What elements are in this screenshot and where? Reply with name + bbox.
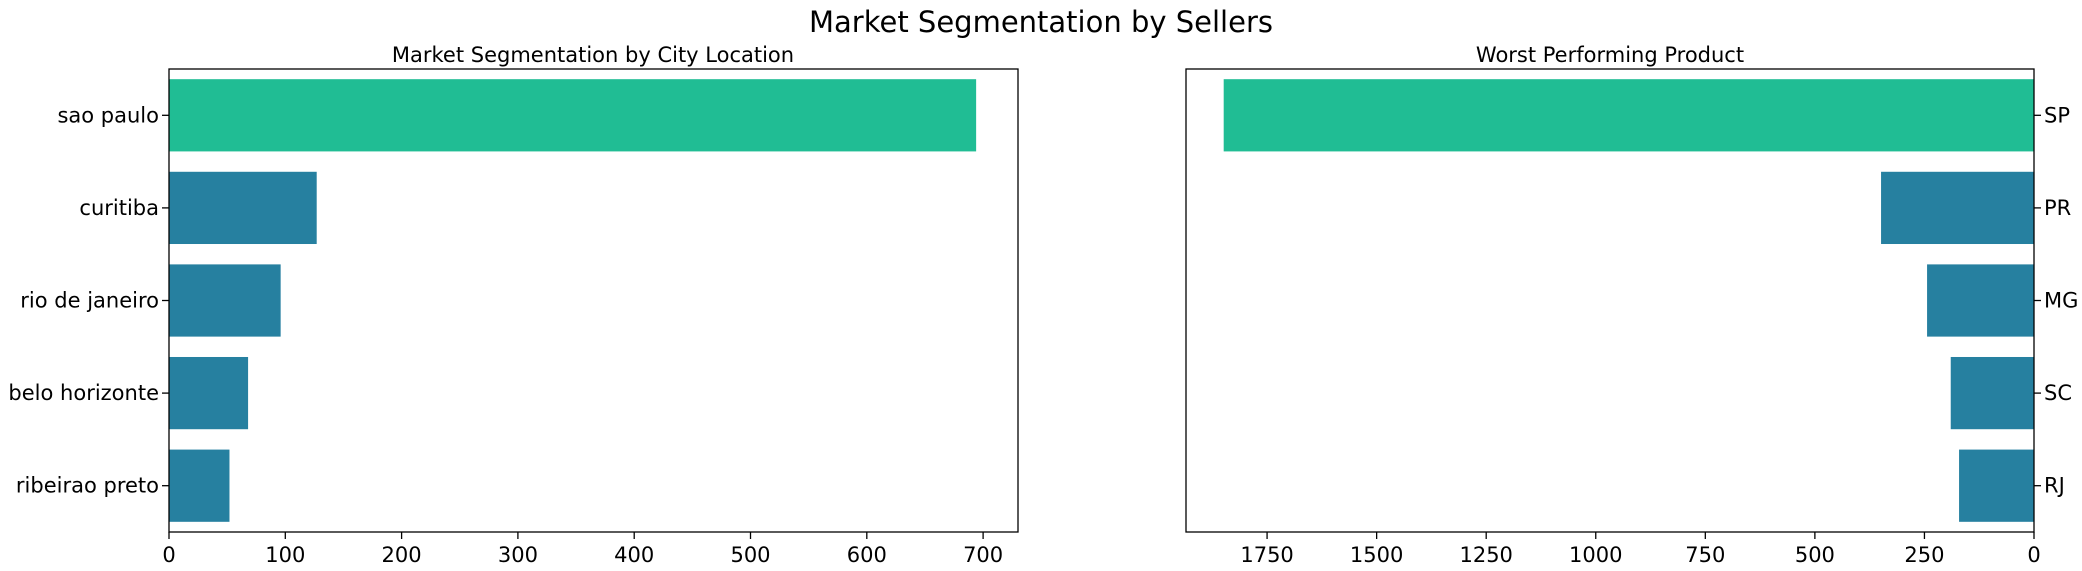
right-bar-3 xyxy=(1950,356,2034,430)
left-x-tick-label-4: 400 xyxy=(614,543,654,567)
left-y-tick-label-0: sao paulo xyxy=(57,103,159,127)
left-bar-1 xyxy=(169,171,317,245)
right-y-tick-label-4: RJ xyxy=(2044,474,2065,498)
left-y-tick-label-4: ribeirao preto xyxy=(16,474,159,498)
left-bar-0 xyxy=(169,79,977,152)
right-x-tick-label-3: 1000 xyxy=(1569,543,1622,567)
left-bar-4 xyxy=(169,449,230,522)
left-chart: Market Segmentation by City Location 0 10… xyxy=(8,43,1019,567)
left-x-tick-label-5: 500 xyxy=(730,543,770,567)
right-x-tick-label-7: 0 xyxy=(2027,543,2040,567)
left-x-tick-label-1: 100 xyxy=(265,543,305,567)
right-chart-title: Worst Performing Product xyxy=(1476,43,1744,67)
left-y-tick-label-2: rio de janeiro xyxy=(20,289,159,313)
right-x-tick-label-2: 1250 xyxy=(1459,543,1512,567)
right-x-tick-label-5: 500 xyxy=(1795,543,1835,567)
right-y-tick-label-2: MG xyxy=(2044,289,2078,313)
left-x-tick-label-6: 600 xyxy=(847,543,887,567)
right-bar-2 xyxy=(1927,264,2034,337)
right-chart-bars xyxy=(1223,79,2034,522)
left-chart-bars xyxy=(169,79,977,522)
left-y-tick-label-3: belo horizonte xyxy=(8,381,159,405)
right-x-tick-label-0: 1750 xyxy=(1240,543,1293,567)
right-chart: Worst Performing Product 1750 1500 1250 100… xyxy=(1185,43,2078,567)
right-y-tick-label-3: SC xyxy=(2044,381,2072,405)
right-x-axis: 1750 1500 1250 1000 750 500 250 0 xyxy=(1240,532,2041,567)
left-x-tick-label-7: 700 xyxy=(963,543,1003,567)
right-x-tick-label-4: 750 xyxy=(1685,543,1725,567)
left-y-tick-label-1: curitiba xyxy=(79,196,159,220)
left-x-tick-label-3: 300 xyxy=(498,543,538,567)
left-bar-2 xyxy=(169,264,281,337)
right-y-axis: SP PR MG SC RJ xyxy=(2034,103,2078,498)
right-bar-0 xyxy=(1223,79,2034,152)
right-y-tick-label-1: PR xyxy=(2044,196,2071,220)
right-bar-4 xyxy=(1959,449,2034,522)
right-x-tick-label-1: 1500 xyxy=(1350,543,1403,567)
left-x-tick-label-2: 200 xyxy=(382,543,422,567)
right-bar-1 xyxy=(1881,171,2034,245)
left-x-tick-label-0: 0 xyxy=(162,543,175,567)
left-x-axis: 0 100 200 300 400 500 600 700 xyxy=(162,532,1003,567)
right-x-tick-label-6: 250 xyxy=(1904,543,1944,567)
left-chart-title: Market Segmentation by City Location xyxy=(392,43,794,67)
left-bar-3 xyxy=(169,356,249,430)
left-y-axis: sao paulo curitiba rio de janeiro belo hori… xyxy=(8,103,169,498)
right-y-tick-label-0: SP xyxy=(2044,103,2070,127)
figure-title: Market Segmentation by Sellers xyxy=(809,5,1273,39)
